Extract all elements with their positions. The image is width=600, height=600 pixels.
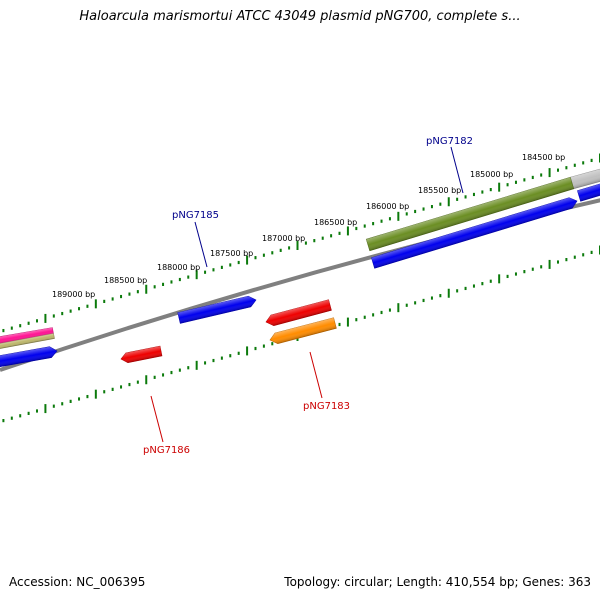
gene-label-leader — [310, 352, 322, 398]
feature-red-left — [120, 346, 162, 364]
gene-label-png7183: pNG7183 — [303, 401, 350, 412]
gene-label-leader — [151, 396, 163, 442]
tick-label: 188000 bp — [157, 263, 200, 272]
tick-label: 185000 bp — [470, 170, 513, 179]
gene-label-leader — [195, 222, 207, 267]
tick-label: 184500 bp — [522, 153, 565, 162]
tick-label: 187000 bp — [262, 234, 305, 243]
tick-label: 188500 bp — [104, 276, 147, 285]
feature-layer — [0, 166, 600, 367]
accession-label: Accession: NC_006395 — [9, 575, 145, 589]
tick-label: 185500 bp — [418, 186, 461, 195]
tick-label: 186500 bp — [314, 218, 357, 227]
topology-summary: Topology: circular; Length: 410,554 bp; … — [284, 575, 591, 589]
gene-label-png7182: pNG7182 — [426, 136, 473, 147]
tick-label: 189000 bp — [52, 290, 95, 299]
gene-label-png7185: pNG7185 — [172, 210, 219, 221]
gene-label-layer: pNG7182 pNG7185 pNG7183 pNG7186 — [143, 136, 473, 456]
gene-label-png7186: pNG7186 — [143, 445, 190, 456]
tick-label: 186000 bp — [366, 202, 409, 211]
tick-label: 187500 bp — [210, 249, 253, 258]
feature-blue-left — [0, 346, 58, 368]
